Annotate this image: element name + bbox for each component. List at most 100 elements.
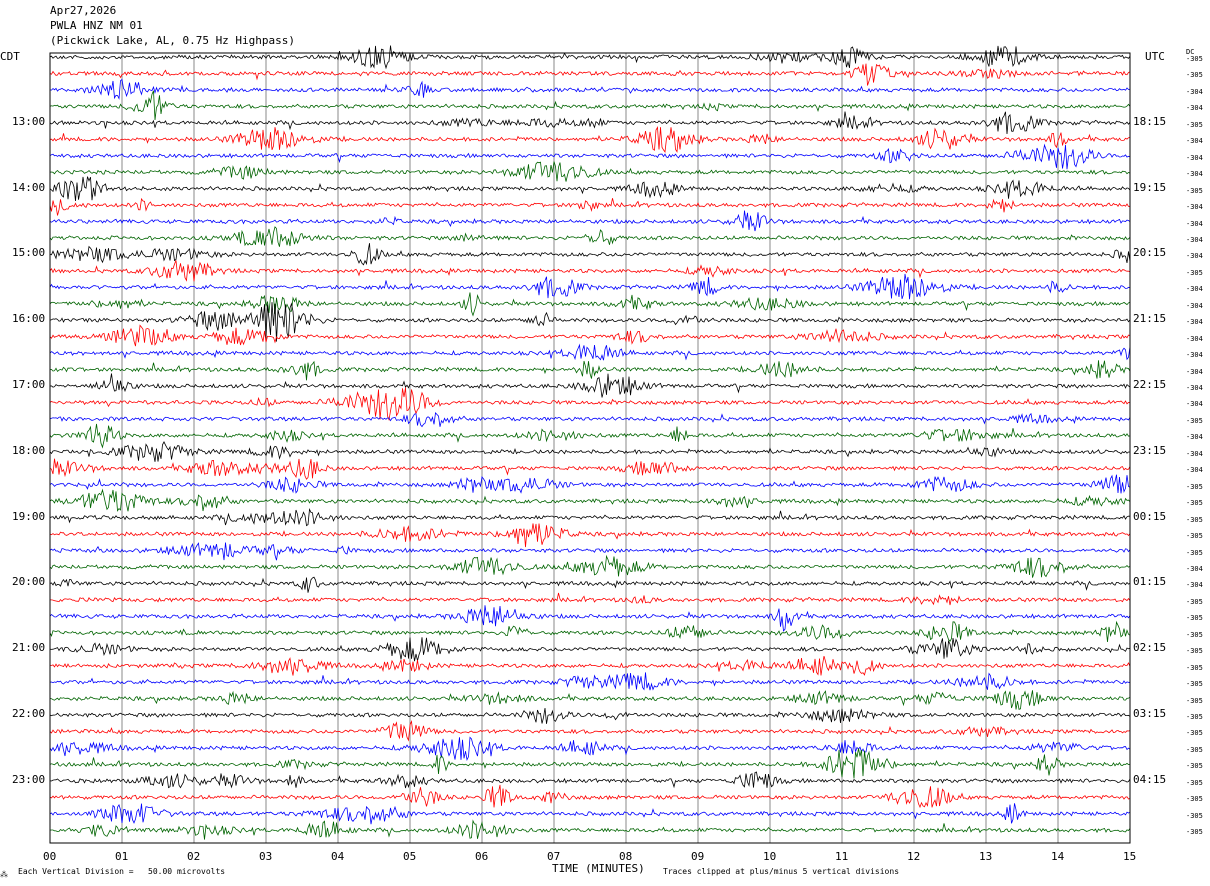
left-hour-label: 23:00	[12, 772, 46, 786]
trace-16	[49, 302, 1131, 342]
dc-offset-label: -304	[1186, 564, 1203, 573]
trace-38	[49, 672, 1131, 691]
dc-label: DC	[1186, 48, 1195, 56]
x-axis-label: TIME (MINUTES)	[552, 862, 645, 875]
trace-40	[49, 707, 1131, 724]
x-tick-label: 05	[403, 850, 417, 863]
x-tick-label: 04	[331, 850, 345, 863]
x-tick-label: 06	[475, 850, 489, 863]
dc-offset-label: -304	[1186, 252, 1203, 261]
clip-note: Traces clipped at plus/minus 5 vertical …	[663, 867, 900, 876]
dc-offset-label: -304	[1186, 235, 1203, 244]
left-hour-label: 20:00	[12, 575, 46, 589]
trace-20	[49, 373, 1131, 398]
trace-27	[49, 488, 1131, 512]
dc-offset-label: -305	[1186, 795, 1203, 804]
dc-offset-label: -305	[1186, 515, 1203, 524]
dc-offset-label: -305	[1186, 762, 1203, 771]
trace-34	[49, 605, 1131, 632]
trace-31	[49, 554, 1131, 578]
dc-offset-label: -305	[1186, 71, 1203, 80]
trace-32	[49, 576, 1131, 593]
x-tick-label: 10	[763, 850, 777, 863]
dc-offset-label: -305	[1186, 120, 1203, 129]
dc-offset-label: -305	[1186, 268, 1203, 277]
dc-offset-label: -305	[1186, 647, 1203, 656]
trace-37	[49, 655, 1131, 676]
dc-offset-label: -305	[1186, 597, 1203, 606]
trace-10	[49, 210, 1131, 232]
trace-44	[49, 771, 1131, 789]
right-hour-label: 18:15	[1133, 114, 1167, 128]
seismic-traces	[49, 45, 1131, 840]
right-hour-label: 22:15	[1133, 378, 1167, 391]
trace-14	[49, 273, 1131, 300]
trace-2	[49, 78, 1131, 100]
dc-offset-label: -304	[1186, 301, 1203, 310]
dc-offset-label: -304	[1186, 153, 1203, 162]
x-tick-label: 15	[1123, 850, 1137, 863]
trace-47	[49, 819, 1131, 840]
right-hour-label: 00:15	[1133, 509, 1167, 523]
trace-7	[49, 161, 1131, 182]
trace-3	[49, 90, 1131, 121]
trace-43	[49, 748, 1131, 779]
dc-offset-label: -305	[1186, 745, 1203, 754]
right-timezone-label: UTC	[1145, 50, 1165, 63]
dc-offset-label: -304	[1186, 433, 1203, 442]
dc-offset-label: -305	[1186, 729, 1203, 738]
dc-offset-label: -304	[1186, 104, 1203, 113]
dc-offset-label: -305	[1186, 614, 1203, 623]
trace-45	[49, 784, 1131, 809]
trace-33	[50, 592, 1131, 606]
dc-offset-label: -305	[1186, 416, 1203, 425]
trace-25	[49, 458, 1131, 480]
trace-42	[49, 736, 1131, 761]
left-hour-label: 15:00	[12, 246, 46, 260]
dc-offset-label: -305	[1186, 499, 1203, 508]
left-hour-label: 21:00	[12, 641, 46, 655]
right-hour-label: 03:15	[1133, 707, 1167, 720]
x-tick-label: 14	[1051, 850, 1065, 863]
trace-36	[49, 637, 1131, 662]
dc-offset-label: -305	[1186, 828, 1203, 837]
trace-28	[49, 507, 1131, 527]
right-hour-label: 20:15	[1133, 246, 1167, 260]
x-tick-label: 07	[547, 850, 561, 863]
dc-offset-label: -304	[1186, 367, 1203, 376]
x-tick-label: 13	[979, 850, 993, 863]
dc-offset-label: -305	[1186, 680, 1203, 689]
left-hour-label: 17:00	[12, 378, 46, 391]
left-hour-label: 13:00	[12, 114, 46, 128]
right-hour-label: 01:15	[1133, 575, 1167, 589]
trace-22	[49, 412, 1131, 428]
dc-offset-label: -305	[1186, 778, 1203, 787]
trace-41	[49, 719, 1131, 742]
left-hour-label: 14:00	[12, 180, 46, 194]
dc-offset-label: -304	[1186, 581, 1203, 590]
x-tick-label: 09	[691, 850, 705, 863]
dc-offset-label: -304	[1186, 203, 1203, 212]
dc-offset-label: -304	[1186, 87, 1203, 96]
dc-offset-label: -305	[1186, 482, 1203, 491]
dc-offset-label: -304	[1186, 400, 1203, 409]
right-hour-label: 21:15	[1133, 312, 1167, 326]
dc-offset-label: -304	[1186, 449, 1203, 458]
trace-24	[49, 440, 1130, 462]
trace-1	[49, 63, 1131, 86]
dc-offset-label: -304	[1186, 384, 1203, 392]
x-tick-label: 08	[619, 850, 633, 863]
trace-30	[49, 542, 1131, 561]
left-hour-label: 18:00	[12, 443, 46, 457]
dc-offset-label: -305	[1186, 186, 1203, 195]
x-tick-label: 11	[835, 850, 849, 863]
right-hour-label: 02:15	[1133, 641, 1167, 655]
dc-offset-label: -304	[1186, 219, 1203, 228]
dc-offset-label: -305	[1186, 548, 1203, 557]
trace-35	[49, 620, 1131, 643]
plot-frame	[49, 52, 1131, 844]
left-hour-label: 19:00	[12, 509, 46, 523]
trace-23	[49, 423, 1131, 449]
trace-26	[49, 474, 1131, 494]
dc-offset-label: -304	[1186, 137, 1203, 146]
